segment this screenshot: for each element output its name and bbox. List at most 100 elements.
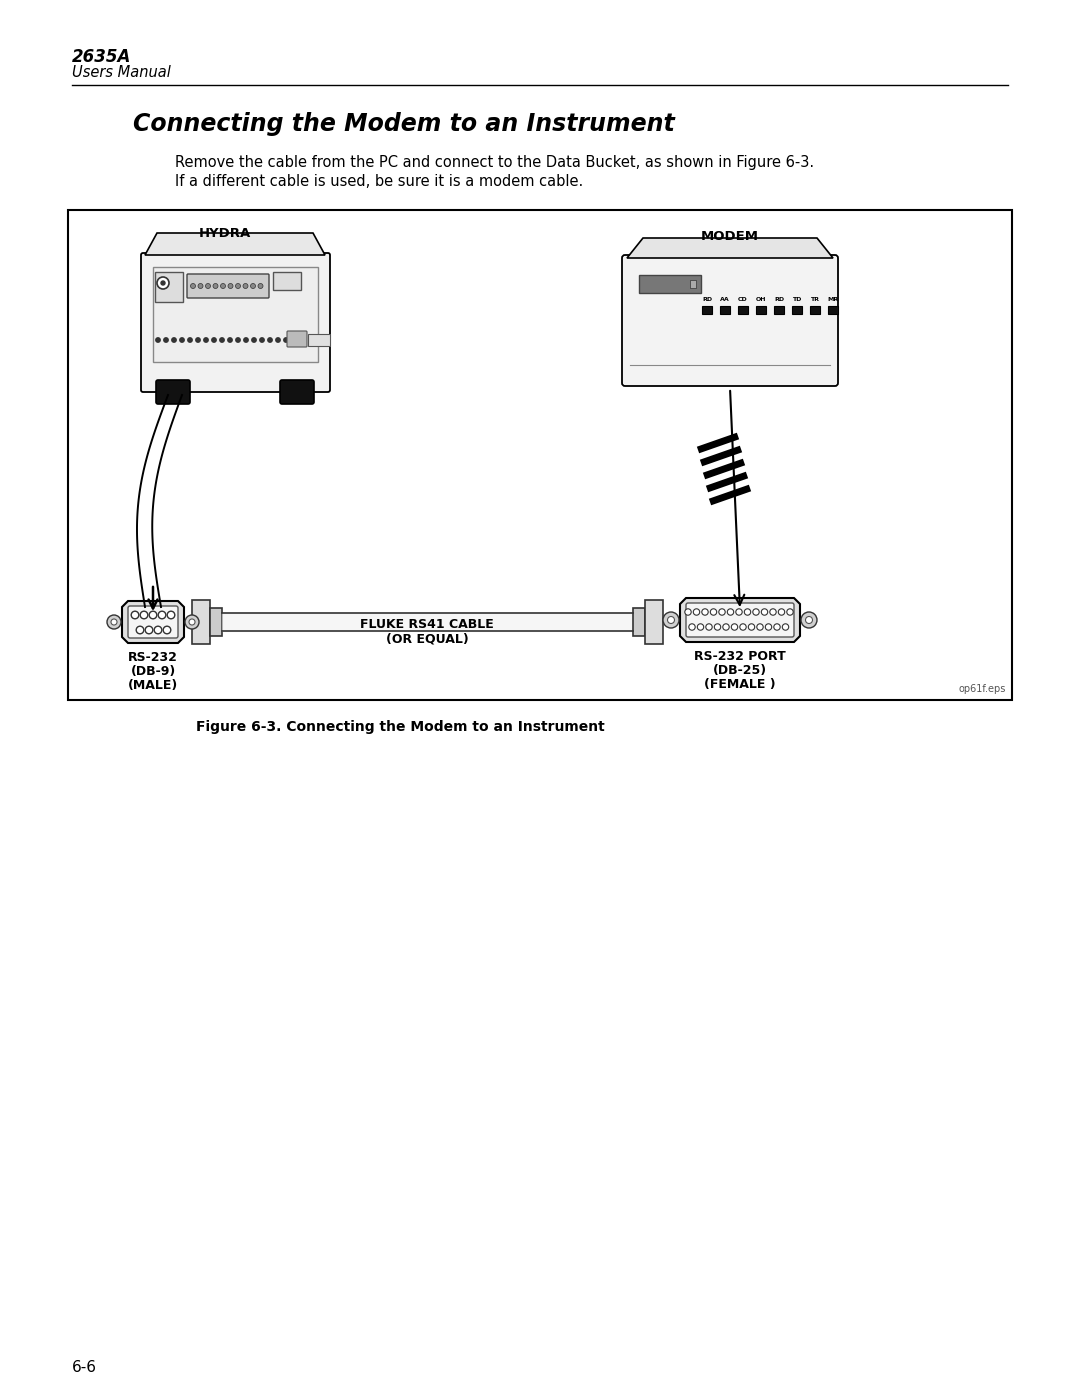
Circle shape <box>111 619 117 624</box>
Circle shape <box>748 624 755 630</box>
Circle shape <box>714 624 720 630</box>
Circle shape <box>212 338 216 342</box>
Text: (FEMALE ): (FEMALE ) <box>704 678 775 692</box>
Circle shape <box>782 624 788 630</box>
Circle shape <box>252 338 256 342</box>
Circle shape <box>195 338 200 342</box>
Circle shape <box>244 338 248 342</box>
FancyBboxPatch shape <box>287 331 307 346</box>
Circle shape <box>787 609 793 615</box>
Polygon shape <box>627 237 833 258</box>
Circle shape <box>220 284 226 289</box>
FancyBboxPatch shape <box>129 606 178 638</box>
Text: 6-6: 6-6 <box>72 1361 97 1375</box>
Circle shape <box>766 624 772 630</box>
Text: (DB-25): (DB-25) <box>713 664 767 678</box>
Circle shape <box>235 284 241 289</box>
Text: RS-232 PORT: RS-232 PORT <box>694 650 786 664</box>
Text: CD: CD <box>738 298 747 302</box>
Circle shape <box>731 624 738 630</box>
Text: TD: TD <box>793 298 801 302</box>
Circle shape <box>188 338 192 342</box>
Bar <box>645 599 663 644</box>
Circle shape <box>667 616 675 623</box>
Circle shape <box>156 338 160 342</box>
Circle shape <box>136 626 144 634</box>
Bar <box>720 306 730 314</box>
Circle shape <box>727 609 733 615</box>
Circle shape <box>179 338 185 342</box>
Circle shape <box>702 609 708 615</box>
Text: 2635A: 2635A <box>72 47 132 66</box>
Circle shape <box>740 624 746 630</box>
Bar <box>273 272 301 291</box>
Text: OH: OH <box>756 298 766 302</box>
Text: If a different cable is used, be sure it is a modem cable.: If a different cable is used, be sure it… <box>175 175 583 189</box>
Bar <box>738 306 748 314</box>
Text: RD: RD <box>702 298 712 302</box>
Circle shape <box>693 609 700 615</box>
Text: (MALE): (MALE) <box>127 679 178 692</box>
Bar <box>308 334 330 346</box>
Circle shape <box>753 609 759 615</box>
Circle shape <box>228 284 233 289</box>
Bar <box>792 306 802 314</box>
Circle shape <box>685 609 691 615</box>
Circle shape <box>268 338 272 342</box>
Text: Connecting the Modem to an Instrument: Connecting the Modem to an Instrument <box>133 112 675 136</box>
Text: MODEM: MODEM <box>701 231 759 243</box>
FancyBboxPatch shape <box>622 256 838 386</box>
Text: RS-232: RS-232 <box>129 651 178 664</box>
Circle shape <box>723 624 729 630</box>
Bar <box>810 306 820 314</box>
Bar <box>828 306 838 314</box>
Bar <box>68 210 1012 700</box>
Circle shape <box>284 338 288 342</box>
Circle shape <box>735 609 742 615</box>
Text: FLUKE RS41 CABLE: FLUKE RS41 CABLE <box>360 617 494 631</box>
Text: (OR EQUAL): (OR EQUAL) <box>386 631 469 645</box>
Circle shape <box>689 624 696 630</box>
Circle shape <box>770 609 777 615</box>
FancyBboxPatch shape <box>686 604 794 637</box>
Circle shape <box>258 284 264 289</box>
Text: op61f.eps: op61f.eps <box>959 685 1005 694</box>
Circle shape <box>163 626 171 634</box>
Circle shape <box>145 626 152 634</box>
Text: HYDRA: HYDRA <box>199 226 252 240</box>
Circle shape <box>801 612 816 629</box>
Polygon shape <box>680 598 800 643</box>
Text: Remove the cable from the PC and connect to the Data Bucket, as shown in Figure : Remove the cable from the PC and connect… <box>175 155 814 170</box>
FancyBboxPatch shape <box>156 380 190 404</box>
FancyBboxPatch shape <box>153 267 318 362</box>
Circle shape <box>243 284 248 289</box>
Circle shape <box>140 612 148 619</box>
Circle shape <box>149 612 157 619</box>
Circle shape <box>663 612 679 629</box>
FancyBboxPatch shape <box>187 274 269 298</box>
Circle shape <box>131 612 139 619</box>
Text: AA: AA <box>720 298 730 302</box>
Text: RD: RD <box>774 298 784 302</box>
Circle shape <box>205 284 211 289</box>
Circle shape <box>806 616 812 623</box>
Circle shape <box>757 624 764 630</box>
Circle shape <box>761 609 768 615</box>
Circle shape <box>167 612 175 619</box>
Circle shape <box>204 338 208 342</box>
Circle shape <box>706 624 712 630</box>
Bar <box>210 608 222 636</box>
Bar <box>756 306 766 314</box>
Polygon shape <box>145 233 325 256</box>
Circle shape <box>744 609 751 615</box>
Circle shape <box>220 338 225 342</box>
Circle shape <box>185 615 199 629</box>
Circle shape <box>292 338 296 342</box>
Text: Users Manual: Users Manual <box>72 66 171 80</box>
Bar <box>192 599 210 644</box>
Bar <box>774 306 784 314</box>
Circle shape <box>198 284 203 289</box>
Circle shape <box>172 338 176 342</box>
Circle shape <box>235 338 240 342</box>
Circle shape <box>251 284 256 289</box>
